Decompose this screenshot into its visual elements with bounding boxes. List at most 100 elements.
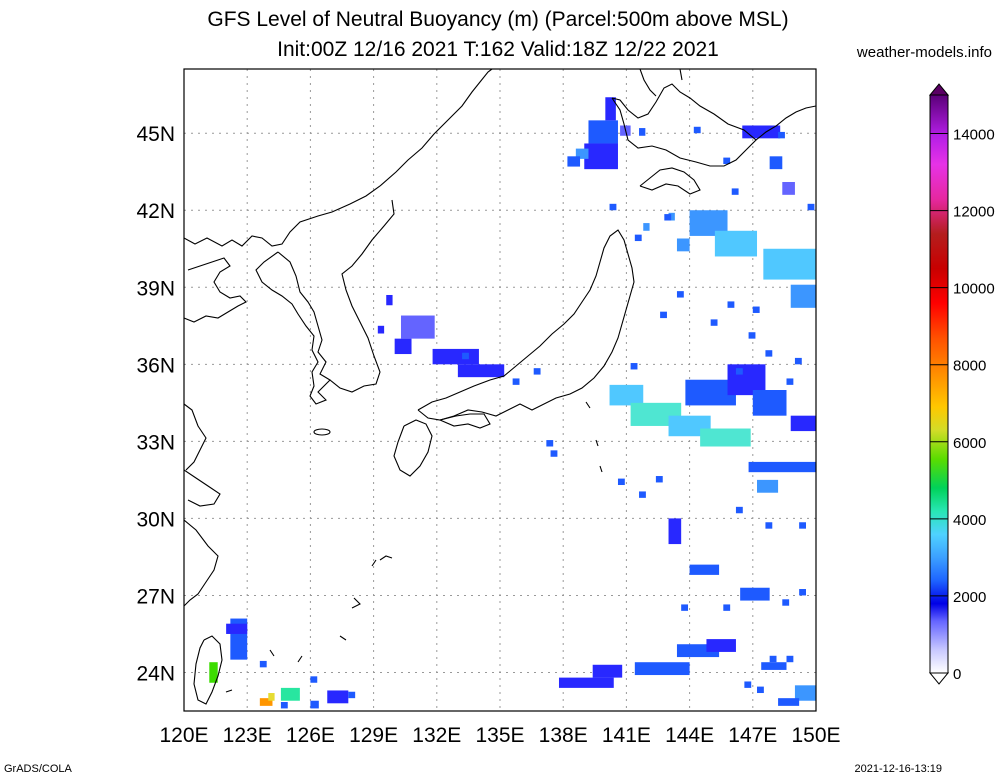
buoyancy-cell <box>605 97 616 121</box>
buoyancy-cell <box>280 702 288 709</box>
buoyancy-cell <box>226 623 248 634</box>
buoyancy-cell <box>259 660 267 668</box>
colorbar: 14000 12000 10000 8000 6000 4000 2000 0 <box>928 83 995 685</box>
buoyancy-cell <box>769 655 777 663</box>
buoyancy-cell <box>799 589 806 596</box>
korea-coast <box>255 251 331 405</box>
colorbar-ramp <box>929 94 949 674</box>
buoyancy-cell <box>757 686 764 694</box>
buoyancy-cell <box>432 348 479 365</box>
korea-east-coast <box>329 199 395 393</box>
buoyancy-cell <box>310 700 319 709</box>
latitude-labels: 45N 42N 39N 36N 33N 30N 27N 24N <box>136 123 175 685</box>
buoyancy-cell <box>533 368 541 375</box>
kyushu-coast <box>393 419 433 477</box>
buoyancy-cell <box>765 522 773 529</box>
lon-tick-label: 150E <box>791 724 840 747</box>
buoyancy-cell <box>794 357 802 365</box>
buoyancy-cell <box>639 128 646 136</box>
buoyancy-cell <box>782 599 790 606</box>
buoyancy-cell <box>327 690 349 704</box>
kurils-coast <box>755 105 816 141</box>
buoyancy-cell <box>723 157 731 165</box>
buoyancy-cell <box>558 677 614 688</box>
buoyancy-cell <box>386 294 393 306</box>
buoyancy-cell <box>377 325 385 334</box>
map-frame <box>183 68 817 712</box>
buoyancy-cell <box>757 479 779 493</box>
buoyancy-cell <box>209 662 218 683</box>
buoyancy-cell <box>676 238 690 252</box>
buoyancy-cell <box>740 587 770 601</box>
buoyancy-cell <box>748 461 816 473</box>
buoyancy-cell <box>786 378 794 385</box>
buoyancy-cell <box>634 662 690 676</box>
buoyancy-cell <box>790 415 816 432</box>
buoyancy-cell <box>710 319 718 326</box>
buoyancy-cell <box>761 662 787 670</box>
buoyancy-cell <box>735 368 743 375</box>
colorbar-label: 6000 <box>953 435 986 452</box>
buoyancy-cell <box>588 120 618 144</box>
buoyancy-cell <box>786 655 794 663</box>
buoyancy-cell <box>575 148 589 159</box>
lat-tick-label: 42N <box>136 200 175 223</box>
buoyancy-cell <box>668 518 682 545</box>
sakhalin-coast <box>639 69 683 97</box>
colorbar-label: 12000 <box>953 204 995 221</box>
mainland-coast <box>184 69 493 247</box>
lat-tick-label: 27N <box>136 585 175 608</box>
buoyancy-cell <box>400 315 435 339</box>
buoyancy-cell <box>763 248 816 280</box>
lon-tick-label: 138E <box>539 724 588 747</box>
buoyancy-cell <box>609 203 617 211</box>
lon-tick-label: 141E <box>602 724 651 747</box>
buoyancy-cell <box>655 476 663 483</box>
chart-subtitle: Init:00Z 12/16 2021 T:162 Valid:18Z 12/2… <box>277 38 719 61</box>
lon-tick-label: 147E <box>728 724 777 747</box>
colorbar-label: 14000 <box>953 127 995 144</box>
buoyancy-cell <box>748 332 756 339</box>
buoyancy-cell <box>660 311 667 319</box>
lat-tick-label: 45N <box>136 123 175 146</box>
buoyancy-cell <box>512 378 520 385</box>
buoyancy-cell <box>807 203 815 211</box>
lon-tick-label: 132E <box>412 724 461 747</box>
buoyancy-cell <box>280 687 300 701</box>
buoyancy-cell <box>689 564 720 575</box>
colorbar-bottom-arrow <box>928 672 950 685</box>
buoyancy-cell <box>643 223 650 231</box>
buoyancy-cell <box>609 384 644 406</box>
china-coast <box>184 257 247 323</box>
lon-tick-label: 135E <box>475 724 524 747</box>
buoyancy-cell <box>714 230 758 257</box>
buoyancy-cell <box>630 363 638 370</box>
shikoku-coast <box>439 413 491 429</box>
buoyancy-cell <box>268 693 275 701</box>
lat-tick-label: 24N <box>136 662 175 685</box>
buoyancy-cell <box>259 698 273 706</box>
izu-islands <box>585 401 603 473</box>
buoyancy-cell <box>550 450 558 457</box>
buoyancy-cell <box>700 428 751 447</box>
buoyancy-cell <box>752 306 760 313</box>
lon-tick-label: 120E <box>159 724 208 747</box>
buoyancy-cell <box>592 664 623 678</box>
buoyancy-cell <box>348 691 356 699</box>
colorbar-top-arrow <box>928 83 950 96</box>
buoyancy-cell <box>723 604 731 611</box>
lon-tick-label: 126E <box>286 724 335 747</box>
buoyancy-cell <box>617 478 625 486</box>
buoyancy-cell <box>693 126 701 134</box>
footer-left: GrADS/COLA <box>4 763 72 775</box>
buoyancy-cell <box>769 156 783 170</box>
chart-title: GFS Level of Neutral Buoyancy (m) (Parce… <box>207 8 789 31</box>
colorbar-label: 2000 <box>953 589 986 606</box>
hokkaido-coast <box>611 83 757 195</box>
buoyancy-cell <box>735 506 743 514</box>
site-label: weather-models.info <box>856 44 992 61</box>
ryukyu-islands <box>225 555 393 693</box>
buoyancy-cell <box>765 350 773 357</box>
buoyancy-cell <box>706 639 736 652</box>
